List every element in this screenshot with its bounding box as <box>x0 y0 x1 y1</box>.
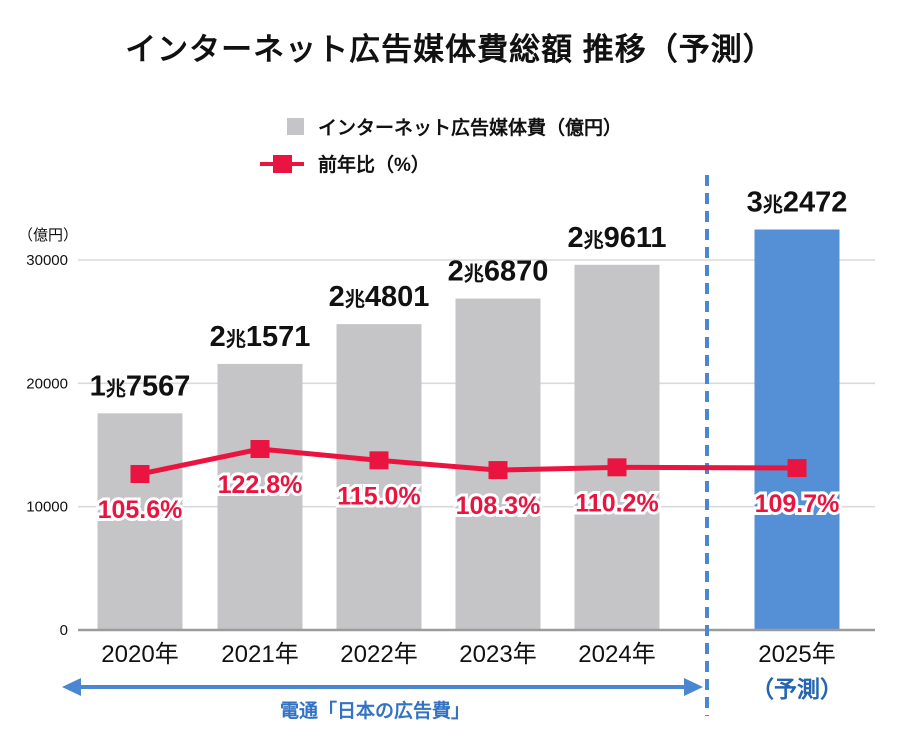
legend-line-label: 前年比（%） <box>318 155 430 176</box>
bar-swatch-icon <box>287 118 304 135</box>
y-tick-30000: 30000 <box>26 252 68 269</box>
yoy-line <box>139 446 798 477</box>
x-label-2023年: 2023年 <box>459 641 536 668</box>
legend-item-line: 前年比（%） <box>256 145 622 182</box>
arrow-right-icon <box>684 678 703 696</box>
y-tick-0: 0 <box>60 622 68 639</box>
legend-bar-label: インターネット広告媒体費（億円） <box>318 118 623 139</box>
bar-2021年 <box>217 363 303 630</box>
yoy-marker-2022年 <box>369 451 389 470</box>
bar-2025年 <box>754 229 840 630</box>
bar-value-label-2025年: 3兆2472 <box>747 187 848 219</box>
x-label-2020年: 2020年 <box>101 641 178 668</box>
yoy-marker-2020年 <box>130 465 150 484</box>
yoy-value-label-2022年: 115.0% <box>337 482 420 510</box>
y-tick-10000: 10000 <box>26 499 68 516</box>
y-axis-unit: （億円） <box>18 227 78 244</box>
yoy-value-label-2023年: 108.3% <box>456 492 541 520</box>
bar-2022年 <box>336 324 422 630</box>
bar-value-label-2022年: 2兆4801 <box>329 281 430 313</box>
legend-item-bar: インターネット広告媒体費（億円） <box>256 108 622 145</box>
yoy-value-label-2021年: 122.8% <box>218 471 303 499</box>
yoy-value-label-2024年: 110.2% <box>575 489 658 517</box>
x-label-2022年: 2022年 <box>340 641 417 668</box>
arrow-left-icon <box>62 678 81 696</box>
yoy-value-label-2025年: 109.7% <box>755 490 840 518</box>
yoy-marker-2021年 <box>250 440 270 459</box>
x-label-2024年: 2024年 <box>578 641 655 668</box>
bar-value-label-2021年: 2兆1571 <box>210 321 311 353</box>
page-title: インターネット広告媒体費総額 推移（予測） <box>125 32 775 67</box>
bar-value-label-2024年: 2兆9611 <box>567 222 666 254</box>
bar-value-label-2023年: 2兆6870 <box>448 256 549 288</box>
x-label-2021年: 2021年 <box>221 641 298 668</box>
bar-2024年 <box>574 264 660 630</box>
bar-2020年 <box>97 413 183 630</box>
x-label-2025年: 2025年 <box>758 641 835 668</box>
bar-value-label-2020年: 1兆7567 <box>90 370 191 402</box>
yoy-marker-2023年 <box>488 461 508 480</box>
y-tick-20000: 20000 <box>26 375 68 392</box>
line-swatch-icon <box>260 154 304 173</box>
source-label: 電通「日本の広告費」 <box>280 699 470 722</box>
yoy-value-label-2020年: 105.6% <box>98 496 183 524</box>
yoy-marker-2024年 <box>607 458 627 477</box>
legend: インターネット広告媒体費（億円） 前年比（%） <box>256 108 622 182</box>
forecast-note: （予測） <box>751 676 843 702</box>
yoy-marker-2025年 <box>787 459 807 478</box>
